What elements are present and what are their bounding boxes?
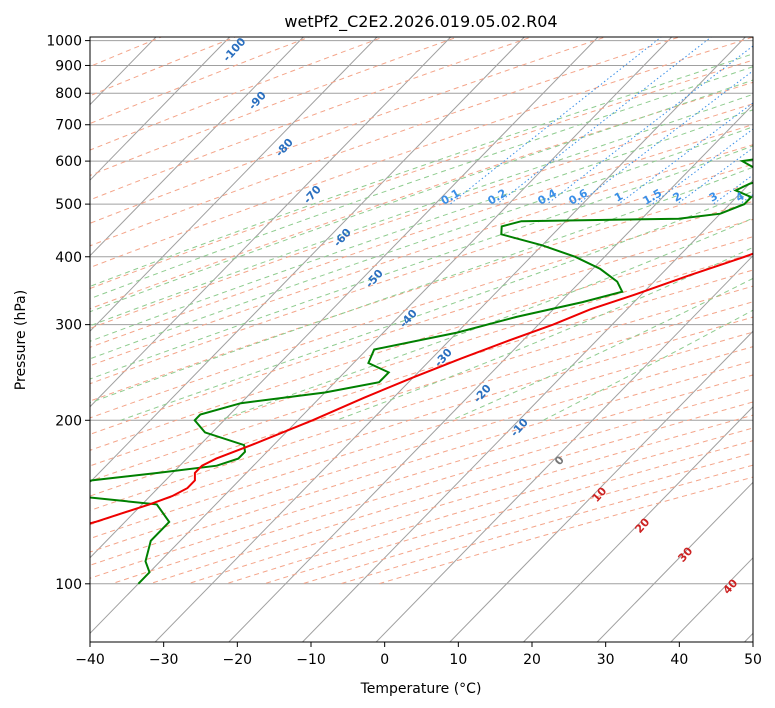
dry-adiabat: [225, 427, 753, 585]
isotherm: [90, 37, 673, 635]
dry-adiabat: [90, 37, 753, 269]
moist-adiabat: [120, 190, 753, 421]
y-tick-label: 400: [55, 250, 82, 266]
isotherm: [90, 37, 452, 408]
dry-adiabat: [90, 59, 753, 290]
x-axis-label: Temperature (°C): [360, 681, 482, 697]
temperature-line: [90, 252, 753, 525]
dry-adiabat: [90, 37, 459, 177]
moist-adiabat: [218, 217, 753, 421]
isotherm: [90, 37, 378, 332]
axes: −40 −30 −20 −10 0 10 20 30 40 50 1000 900 800 700 600 5…: [46, 34, 762, 668]
moist-adiabat: [90, 66, 753, 300]
y-tick-label: 500: [55, 197, 82, 213]
y-tick-label: 700: [55, 118, 82, 134]
isotherm: [90, 37, 231, 181]
dry-adiabat: [90, 37, 311, 125]
chart-title: wetPf2_C2E2.2026.019.05.02.R04: [284, 12, 557, 32]
dry-adiabat: [90, 37, 385, 151]
moist-adiabat: [90, 109, 753, 342]
y-tick-label: 1000: [46, 34, 82, 50]
mixing-ratio-line: [676, 147, 753, 205]
dry-adiabat: [302, 452, 753, 585]
x-tick-label: 30: [597, 652, 615, 668]
isotherm: [154, 37, 746, 642]
moist-adiabat: [336, 246, 753, 421]
y-tick-label: 900: [55, 58, 82, 74]
mixing-ratio-label: 6: [772, 189, 775, 204]
y-tick-label: 600: [55, 154, 82, 170]
dry-adiabat: [90, 218, 753, 435]
x-tick-label: 10: [449, 652, 467, 668]
mixing-ratio-line: [496, 37, 713, 205]
x-tick-label: 50: [744, 652, 762, 668]
y-tick-label: 300: [55, 318, 82, 334]
dry-adiabat: [90, 37, 681, 247]
x-tick-label: 40: [670, 652, 688, 668]
isotherm: [596, 481, 753, 642]
x-tick-label: −40: [75, 652, 105, 668]
isotherm: [90, 37, 599, 559]
isotherm: [90, 37, 525, 483]
dry-adiabat: [90, 346, 753, 553]
dewpoint-line: [90, 158, 753, 585]
dry-adiabat: [90, 331, 753, 540]
isotherm: [523, 406, 753, 642]
profiles: [90, 158, 753, 585]
y-tick-label: 800: [55, 86, 82, 102]
dry-adiabat: [378, 476, 753, 585]
isotherm: [375, 255, 753, 642]
isotherm: [449, 330, 753, 642]
dry-adiabat: [90, 144, 753, 367]
x-tick-label: −20: [223, 652, 253, 668]
dry-adiabat: [90, 163, 753, 385]
x-tick-label: 0: [380, 652, 389, 668]
plot-frame: [89, 36, 754, 643]
mixing-ratio-line: [577, 70, 753, 205]
dry-adiabat: [90, 285, 753, 497]
moist-adiabat: [90, 53, 753, 287]
isotherm: [90, 37, 304, 257]
dry-adiabat: [90, 374, 753, 579]
y-axis-label: Pressure (hPa): [13, 290, 29, 390]
y-tick-label: 100: [55, 577, 82, 593]
moist-adiabat: [90, 126, 753, 360]
dry-adiabat: [90, 200, 753, 419]
background-lines: [90, 37, 753, 642]
dry-adiabat: [90, 301, 753, 511]
moist-adiabat: [90, 79, 753, 313]
isotherm: [302, 179, 753, 642]
x-tick-label: 20: [523, 652, 541, 668]
dry-adiabat: [90, 269, 753, 482]
x-tick-label: −10: [296, 652, 326, 668]
x-tick-label: −30: [149, 652, 179, 668]
y-tick-label: 200: [55, 413, 82, 429]
moist-adiabat: [90, 145, 753, 380]
dry-adiabat: [149, 401, 753, 585]
